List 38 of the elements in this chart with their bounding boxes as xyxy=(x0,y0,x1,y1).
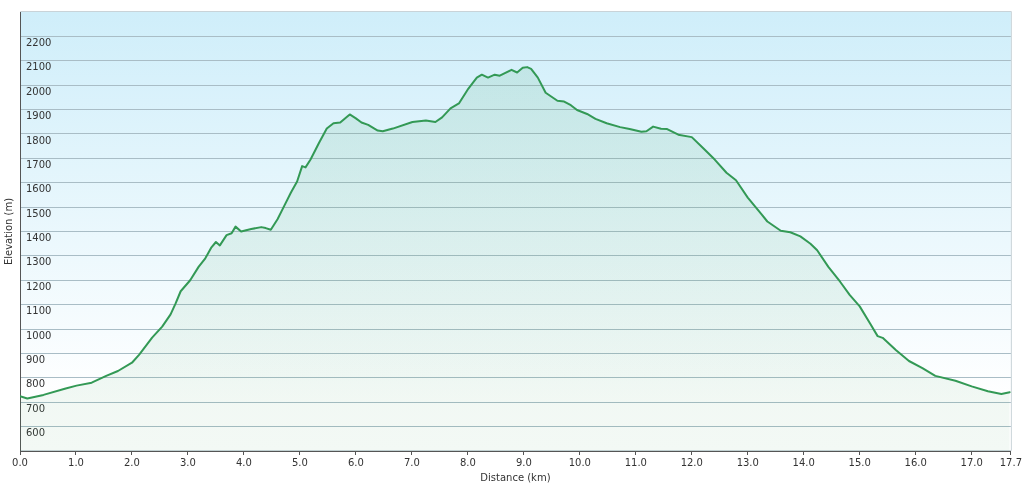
x-tick-label: 17.7 xyxy=(999,456,1022,468)
x-tick-label: 2.0 xyxy=(124,456,140,468)
x-axis-title: Distance (km) xyxy=(480,471,551,483)
y-tick-label: 1900 xyxy=(26,110,52,122)
x-tick-label: 13.0 xyxy=(736,456,759,468)
x-tick-label: 7.0 xyxy=(403,456,420,468)
y-tick-label: 2000 xyxy=(26,85,52,97)
x-tick-label: 14.0 xyxy=(792,456,815,468)
x-tick-label: 1.0 xyxy=(68,456,84,468)
y-tick-label: 2100 xyxy=(26,61,52,73)
x-tick-label: 8.0 xyxy=(459,456,476,468)
x-tick-label: 11.0 xyxy=(624,456,647,468)
y-tick-label: 900 xyxy=(26,354,46,366)
x-tick-label: 10.0 xyxy=(568,456,591,468)
y-tick-label: 1800 xyxy=(26,134,52,146)
y-tick-label: 1400 xyxy=(26,232,52,244)
y-tick-label: 1000 xyxy=(26,329,52,341)
x-tick-label: 4.0 xyxy=(235,456,252,468)
x-tick-label: 17.0 xyxy=(960,456,983,468)
x-tick-label: 9.0 xyxy=(515,456,532,468)
y-tick-label: 1700 xyxy=(26,158,52,170)
y-tick-label: 1100 xyxy=(26,305,52,317)
x-tick-label: 6.0 xyxy=(347,456,364,468)
y-tick-label: 1200 xyxy=(26,280,52,292)
y-tick-label: 1600 xyxy=(26,183,52,195)
y-tick-label: 800 xyxy=(26,378,46,390)
y-tick-label: 600 xyxy=(26,427,46,439)
y-tick-label: 700 xyxy=(26,402,46,414)
x-tick-label: 12.0 xyxy=(680,456,703,468)
x-tick-label: 5.0 xyxy=(291,456,308,468)
y-axis-title: Elevation (m) xyxy=(2,197,14,266)
y-tick-label: 1300 xyxy=(26,256,52,268)
x-tick-label: 0.0 xyxy=(12,456,28,468)
x-tick-label: 15.0 xyxy=(848,456,871,468)
y-tick-label: 1500 xyxy=(26,207,52,219)
x-tick-label: 3.0 xyxy=(179,456,196,468)
y-tick-label: 2200 xyxy=(26,36,52,48)
x-tick-label: 16.0 xyxy=(904,456,927,468)
